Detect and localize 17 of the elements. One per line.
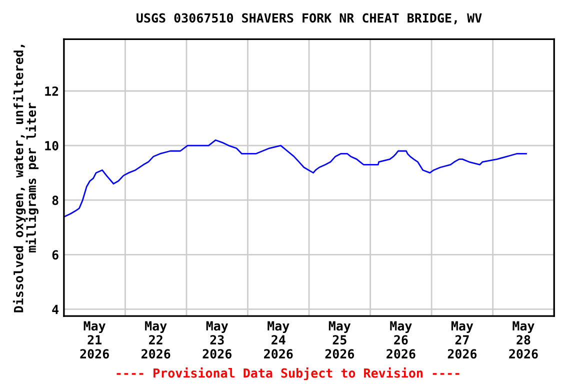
y-tick-label: 6 [52,250,58,260]
x-tick-label: May 23 2026 [202,321,232,359]
line-series [64,139,527,218]
x-tick-label: May 24 2026 [264,321,293,359]
y-tick-label: 8 [52,196,58,206]
x-tick-label: May 25 2026 [325,321,354,359]
y-tick-label: 12 [45,86,58,96]
y-tick-label: 4 [52,304,59,314]
x-tick-label: May 21 2026 [80,321,109,359]
x-tick-label: May 26 2026 [386,321,416,359]
x-tick-label: May 22 2026 [141,321,170,359]
y-tick-label: 10 [45,141,58,150]
chart-title: USGS 03067510 SHAVERS FORK NR CHEAT BRIDGE, WV [136,13,482,24]
x-tick-label: May 27 2026 [448,321,477,359]
x-tick-label: May 28 2026 [509,321,538,359]
y-axis-title: Dissolved oxygen, water, unfiltered, milligrams per liter [12,44,38,312]
text: ---- Provisional Data Subject to Revision ---- [116,367,460,380]
